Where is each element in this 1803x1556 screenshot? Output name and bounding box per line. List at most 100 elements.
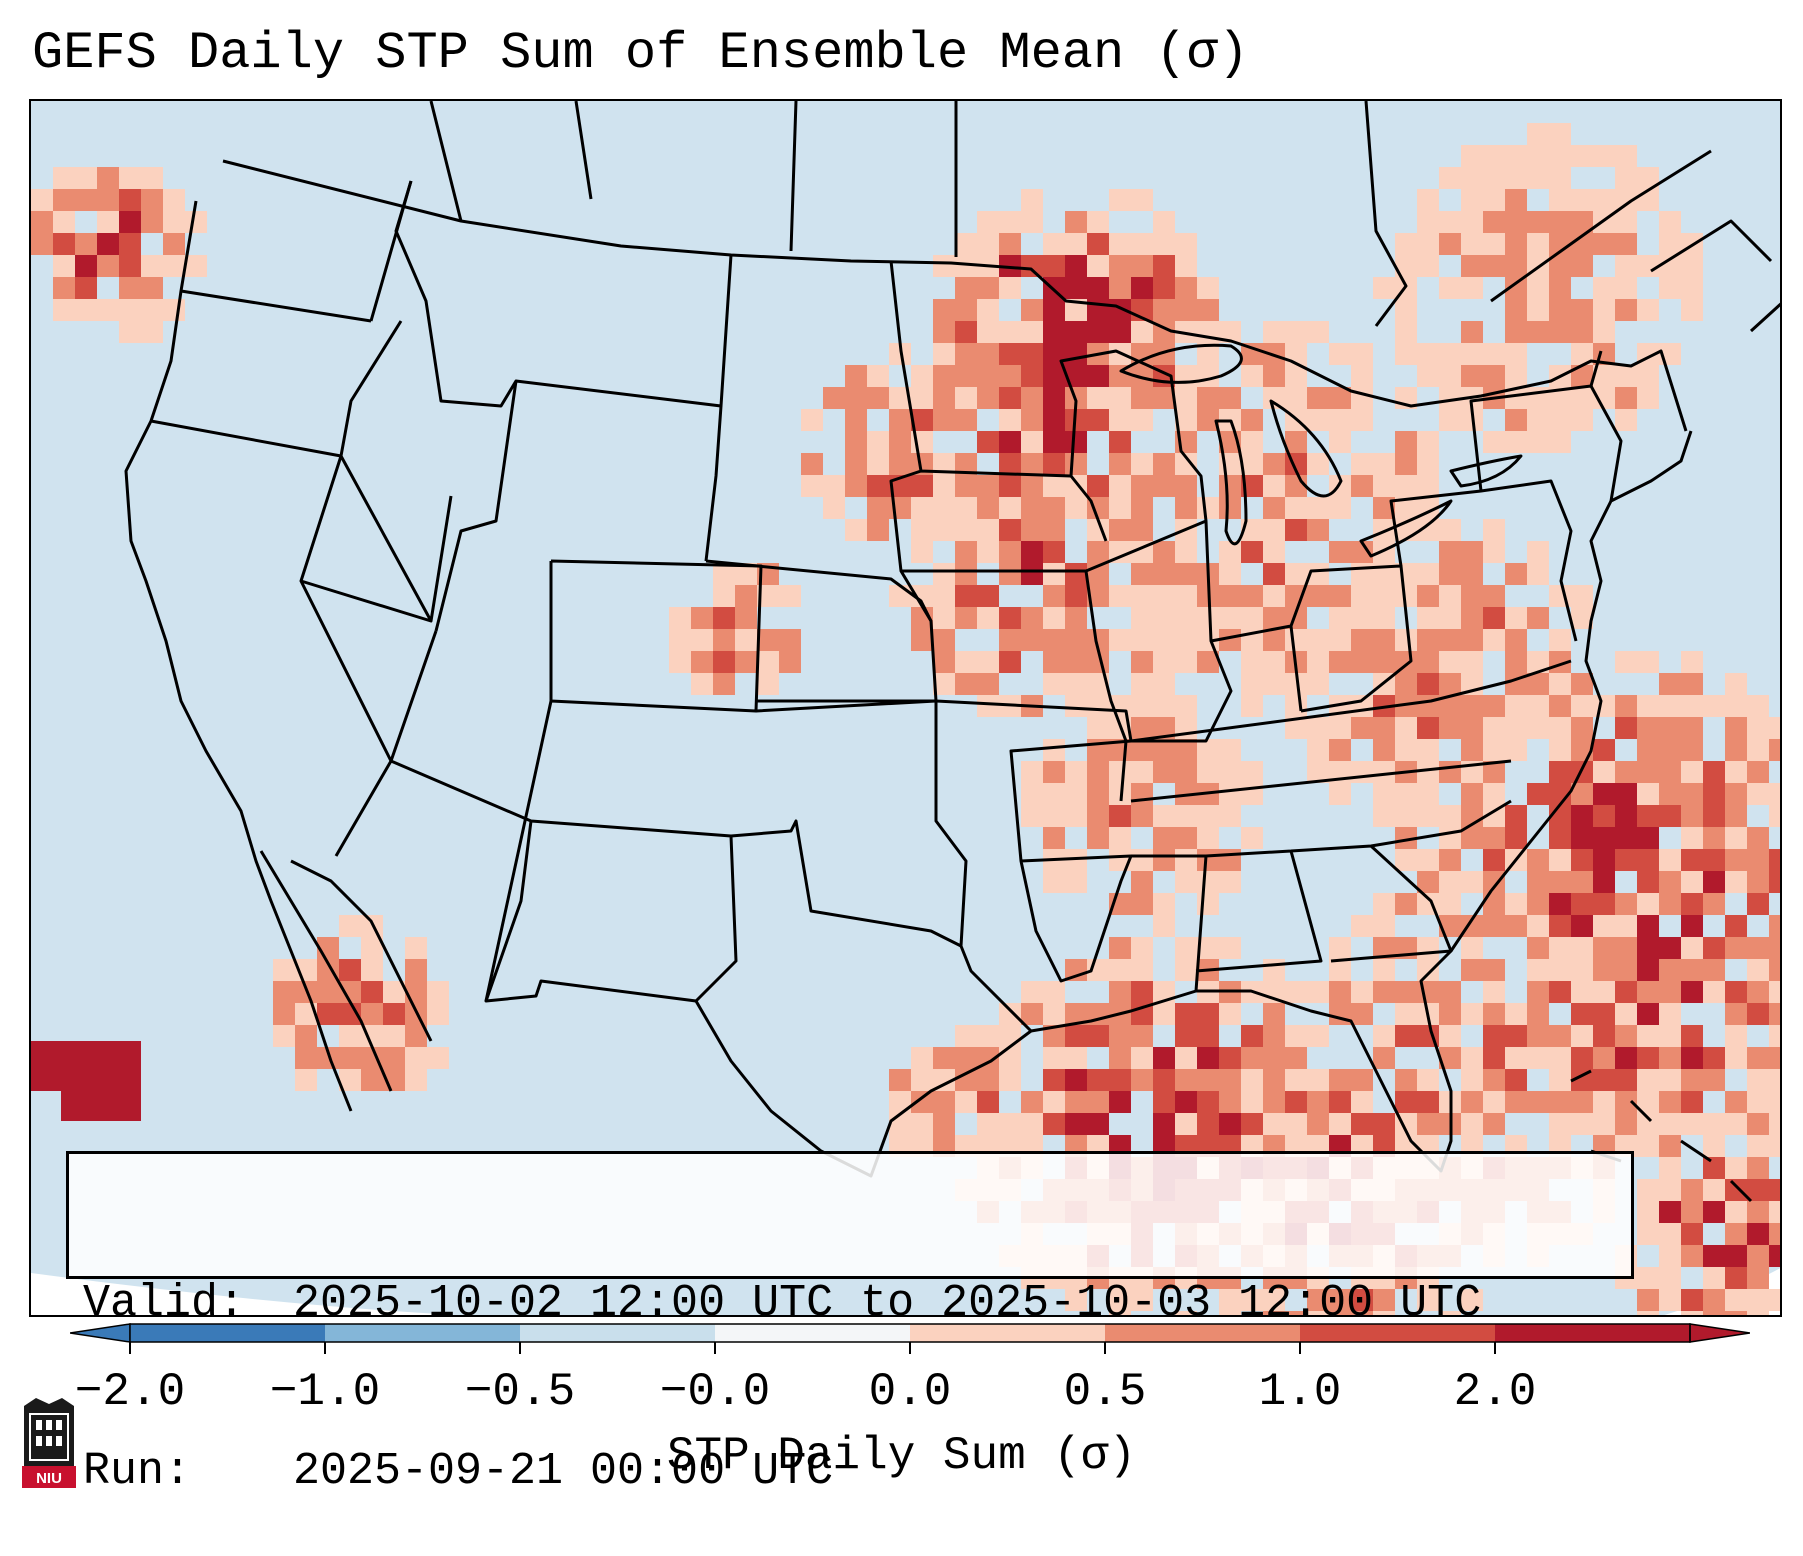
anomaly-cell bbox=[1593, 1069, 1615, 1091]
anomaly-cell bbox=[977, 475, 999, 497]
anomaly-cell bbox=[1527, 1091, 1549, 1113]
anomaly-cell bbox=[1395, 893, 1417, 915]
anomaly-cell bbox=[1043, 651, 1065, 673]
anomaly-cell bbox=[955, 541, 977, 563]
anomaly-cell bbox=[1065, 497, 1087, 519]
anomaly-cell bbox=[1109, 1311, 1131, 1315]
anomaly-cell bbox=[1593, 1047, 1615, 1069]
anomaly-cell bbox=[1307, 1289, 1329, 1311]
anomaly-cell bbox=[1307, 1069, 1329, 1091]
anomaly-cell bbox=[867, 519, 889, 541]
anomaly-cell bbox=[1505, 233, 1527, 255]
anomaly-cell bbox=[1681, 1289, 1703, 1311]
anomaly-cell bbox=[1153, 607, 1175, 629]
anomaly-cell bbox=[361, 959, 383, 981]
anomaly-cell bbox=[1263, 387, 1285, 409]
anomaly-cell bbox=[1329, 409, 1351, 431]
anomaly-cell bbox=[1505, 1091, 1527, 1113]
anomaly-cell bbox=[1615, 849, 1637, 871]
anomaly-cell bbox=[1637, 739, 1659, 761]
anomaly-cell bbox=[1659, 233, 1681, 255]
anomaly-cell bbox=[933, 563, 955, 585]
anomaly-cell bbox=[1505, 431, 1527, 453]
anomaly-cell bbox=[1527, 651, 1549, 673]
anomaly-cell bbox=[1175, 695, 1197, 717]
anomaly-cell bbox=[1593, 277, 1615, 299]
anomaly-cell bbox=[1593, 189, 1615, 211]
anomaly-cell bbox=[1153, 1091, 1175, 1113]
anomaly-cell bbox=[1593, 739, 1615, 761]
anomaly-cell bbox=[1461, 1047, 1483, 1069]
anomaly-cell bbox=[383, 1003, 405, 1025]
anomaly-cell bbox=[1571, 409, 1593, 431]
anomaly-cell bbox=[53, 299, 75, 321]
anomaly-cell bbox=[933, 255, 955, 277]
anomaly-cell bbox=[1065, 299, 1087, 321]
anomaly-cell bbox=[1571, 365, 1593, 387]
anomaly-cell bbox=[1241, 585, 1263, 607]
chart-title: GEFS Daily STP Sum of Ensemble Mean (σ) bbox=[32, 24, 1249, 83]
anomaly-cell bbox=[1065, 585, 1087, 607]
anomaly-cell bbox=[1483, 189, 1505, 211]
anomaly-cell bbox=[1747, 783, 1769, 805]
anomaly-cell bbox=[97, 211, 119, 233]
anomaly-cell bbox=[119, 277, 141, 299]
anomaly-cell bbox=[1681, 1311, 1703, 1315]
anomaly-cell bbox=[1395, 981, 1417, 1003]
anomaly-cell bbox=[1043, 981, 1065, 1003]
anomaly-cell bbox=[141, 189, 163, 211]
anomaly-cell bbox=[1395, 695, 1417, 717]
canada-province-lines bbox=[429, 101, 1408, 327]
anomaly-cell bbox=[1285, 431, 1307, 453]
anomaly-cell bbox=[1439, 629, 1461, 651]
anomaly-cell bbox=[1131, 189, 1153, 211]
anomaly-cell bbox=[911, 629, 933, 651]
anomaly-cell bbox=[1131, 959, 1153, 981]
anomaly-cell bbox=[1021, 321, 1043, 343]
anomaly-cell bbox=[1681, 959, 1703, 981]
anomaly-cell bbox=[1769, 1245, 1780, 1267]
anomaly-cell bbox=[1571, 1069, 1593, 1091]
anomaly-cell bbox=[1065, 365, 1087, 387]
anomaly-cell bbox=[691, 629, 713, 651]
anomaly-cell bbox=[1549, 673, 1571, 695]
anomaly-cell bbox=[1175, 739, 1197, 761]
anomaly-cell bbox=[1659, 673, 1681, 695]
anomaly-cell bbox=[405, 937, 427, 959]
anomaly-cell bbox=[1659, 805, 1681, 827]
anomaly-cell bbox=[1703, 805, 1725, 827]
anomaly-cell bbox=[1483, 211, 1505, 233]
anomaly-cell bbox=[1439, 585, 1461, 607]
anomaly-cell bbox=[1637, 189, 1659, 211]
anomaly-cell bbox=[1329, 739, 1351, 761]
anomaly-cell bbox=[911, 409, 933, 431]
anomaly-cell bbox=[1219, 1047, 1241, 1069]
anomaly-cell bbox=[1681, 277, 1703, 299]
anomaly-cell bbox=[1505, 915, 1527, 937]
anomaly-cell bbox=[977, 1113, 999, 1135]
anomaly-cell bbox=[1197, 827, 1219, 849]
anomaly-cell bbox=[1219, 541, 1241, 563]
anomaly-cell bbox=[1131, 519, 1153, 541]
anomaly-cell bbox=[1109, 387, 1131, 409]
anomaly-cell bbox=[1175, 1091, 1197, 1113]
anomaly-cell bbox=[1571, 145, 1593, 167]
anomaly-cell bbox=[1351, 761, 1373, 783]
anomaly-cell bbox=[273, 981, 295, 1003]
anomaly-cell bbox=[295, 1025, 317, 1047]
anomaly-cell bbox=[1593, 981, 1615, 1003]
anomaly-cell bbox=[1439, 1047, 1461, 1069]
anomaly-cell bbox=[1747, 959, 1769, 981]
anomaly-cell bbox=[1659, 1157, 1681, 1179]
anomaly-cell bbox=[735, 651, 757, 673]
anomaly-cell bbox=[1109, 1047, 1131, 1069]
anomaly-cell bbox=[1197, 409, 1219, 431]
anomaly-cell bbox=[999, 343, 1021, 365]
anomaly-cell bbox=[1527, 783, 1549, 805]
anomaly-cell bbox=[1505, 805, 1527, 827]
anomaly-cell bbox=[383, 1047, 405, 1069]
anomaly-cell bbox=[713, 585, 735, 607]
anomaly-cell bbox=[955, 343, 977, 365]
anomaly-cell bbox=[1175, 1003, 1197, 1025]
anomaly-cell bbox=[1263, 519, 1285, 541]
